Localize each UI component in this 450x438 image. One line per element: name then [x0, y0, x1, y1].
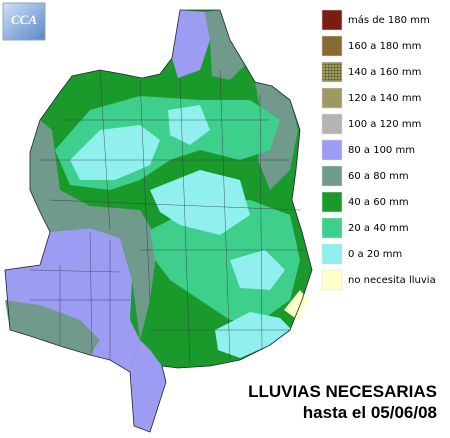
legend-swatch	[321, 269, 343, 291]
logo-text: CCA	[11, 12, 37, 27]
region-0-20-north	[70, 125, 160, 180]
region-80-100-north	[172, 10, 210, 78]
legend-swatch	[321, 139, 343, 161]
region-60-80-east	[255, 82, 298, 190]
region-no-rain	[284, 290, 308, 320]
legend-label: más de 180 mm	[348, 14, 430, 26]
region-0-20-south	[215, 312, 292, 358]
region-60-80-west	[30, 120, 158, 340]
logo-box	[2, 2, 46, 41]
legend-swatch	[321, 87, 343, 109]
region-60-80-north	[205, 10, 245, 80]
legend-label: 20 a 40 mm	[348, 223, 409, 234]
legend-label: 80 a 100 mm	[348, 145, 415, 156]
legend: más de 180 mm 160 a 180 mm 140 a 160 mm 120…	[321, 9, 436, 291]
legend-label: 160 a 180 mm	[348, 41, 421, 52]
district-lines	[29, 69, 305, 366]
legend-swatch	[321, 191, 343, 213]
map-subtitle: hasta el 05/06/08	[303, 403, 437, 422]
legend-swatch	[321, 61, 343, 83]
region-0-20-ne	[168, 105, 210, 145]
legend-label: 120 a 140 mm	[348, 93, 421, 104]
legend-label: 140 a 160 mm	[348, 67, 421, 78]
legend-label: 100 a 120 mm	[348, 119, 421, 130]
legend-label: 0 a 20 mm	[348, 249, 402, 260]
map	[4, 9, 313, 433]
legend-swatch	[321, 217, 343, 239]
legend-label: 40 a 60 mm	[348, 197, 409, 208]
legend-swatch	[321, 243, 343, 265]
map-title: LLUVIAS NECESARIAS	[248, 382, 437, 401]
legend-swatch	[321, 113, 343, 135]
region-0-20-coast	[230, 250, 285, 290]
region-60-80-sw	[5, 300, 100, 355]
legend-label: no necesita lluvia	[348, 275, 436, 286]
region-outline	[4, 9, 313, 433]
legend-swatch	[321, 165, 343, 187]
legend-swatch	[321, 9, 343, 31]
legend-swatch	[321, 35, 343, 57]
legend-label: 60 a 80 mm	[348, 171, 409, 182]
